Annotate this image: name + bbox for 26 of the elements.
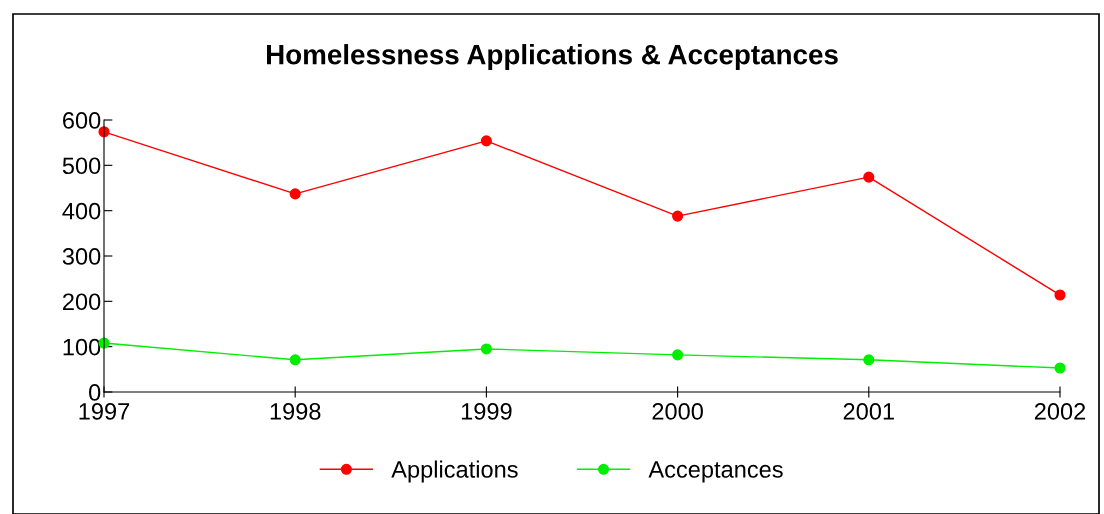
point <box>289 354 301 366</box>
point <box>480 135 492 147</box>
chart-title: Homelessness Applications & Acceptances <box>267 44 838 70</box>
point <box>480 343 492 355</box>
y-tick-label: 300 <box>62 248 101 265</box>
x-tick-label: 2000 <box>652 403 703 420</box>
point <box>289 188 301 200</box>
y-tick-label: 400 <box>62 202 101 220</box>
x-tick-label: 1997 <box>79 403 130 420</box>
point <box>672 349 684 361</box>
point <box>672 210 684 222</box>
x-tick-label: 2002 <box>1034 403 1086 420</box>
y-tick-label: 200 <box>63 293 101 311</box>
point <box>1054 362 1066 374</box>
x-tick-label: 2001 <box>843 403 894 420</box>
y-tick-label: 600 <box>63 112 101 129</box>
legend-label: Applications <box>391 460 518 483</box>
point <box>863 171 875 183</box>
y-tick-label: 0 <box>89 384 101 401</box>
y-tick-label: 100 <box>63 338 101 356</box>
point <box>1054 289 1066 301</box>
x-tick-label: 1998 <box>270 403 321 420</box>
legend-label: Acceptances <box>648 461 783 483</box>
x-tick-label: 1999 <box>461 403 512 420</box>
point <box>863 354 875 366</box>
y-tick-label: 500 <box>62 157 101 175</box>
